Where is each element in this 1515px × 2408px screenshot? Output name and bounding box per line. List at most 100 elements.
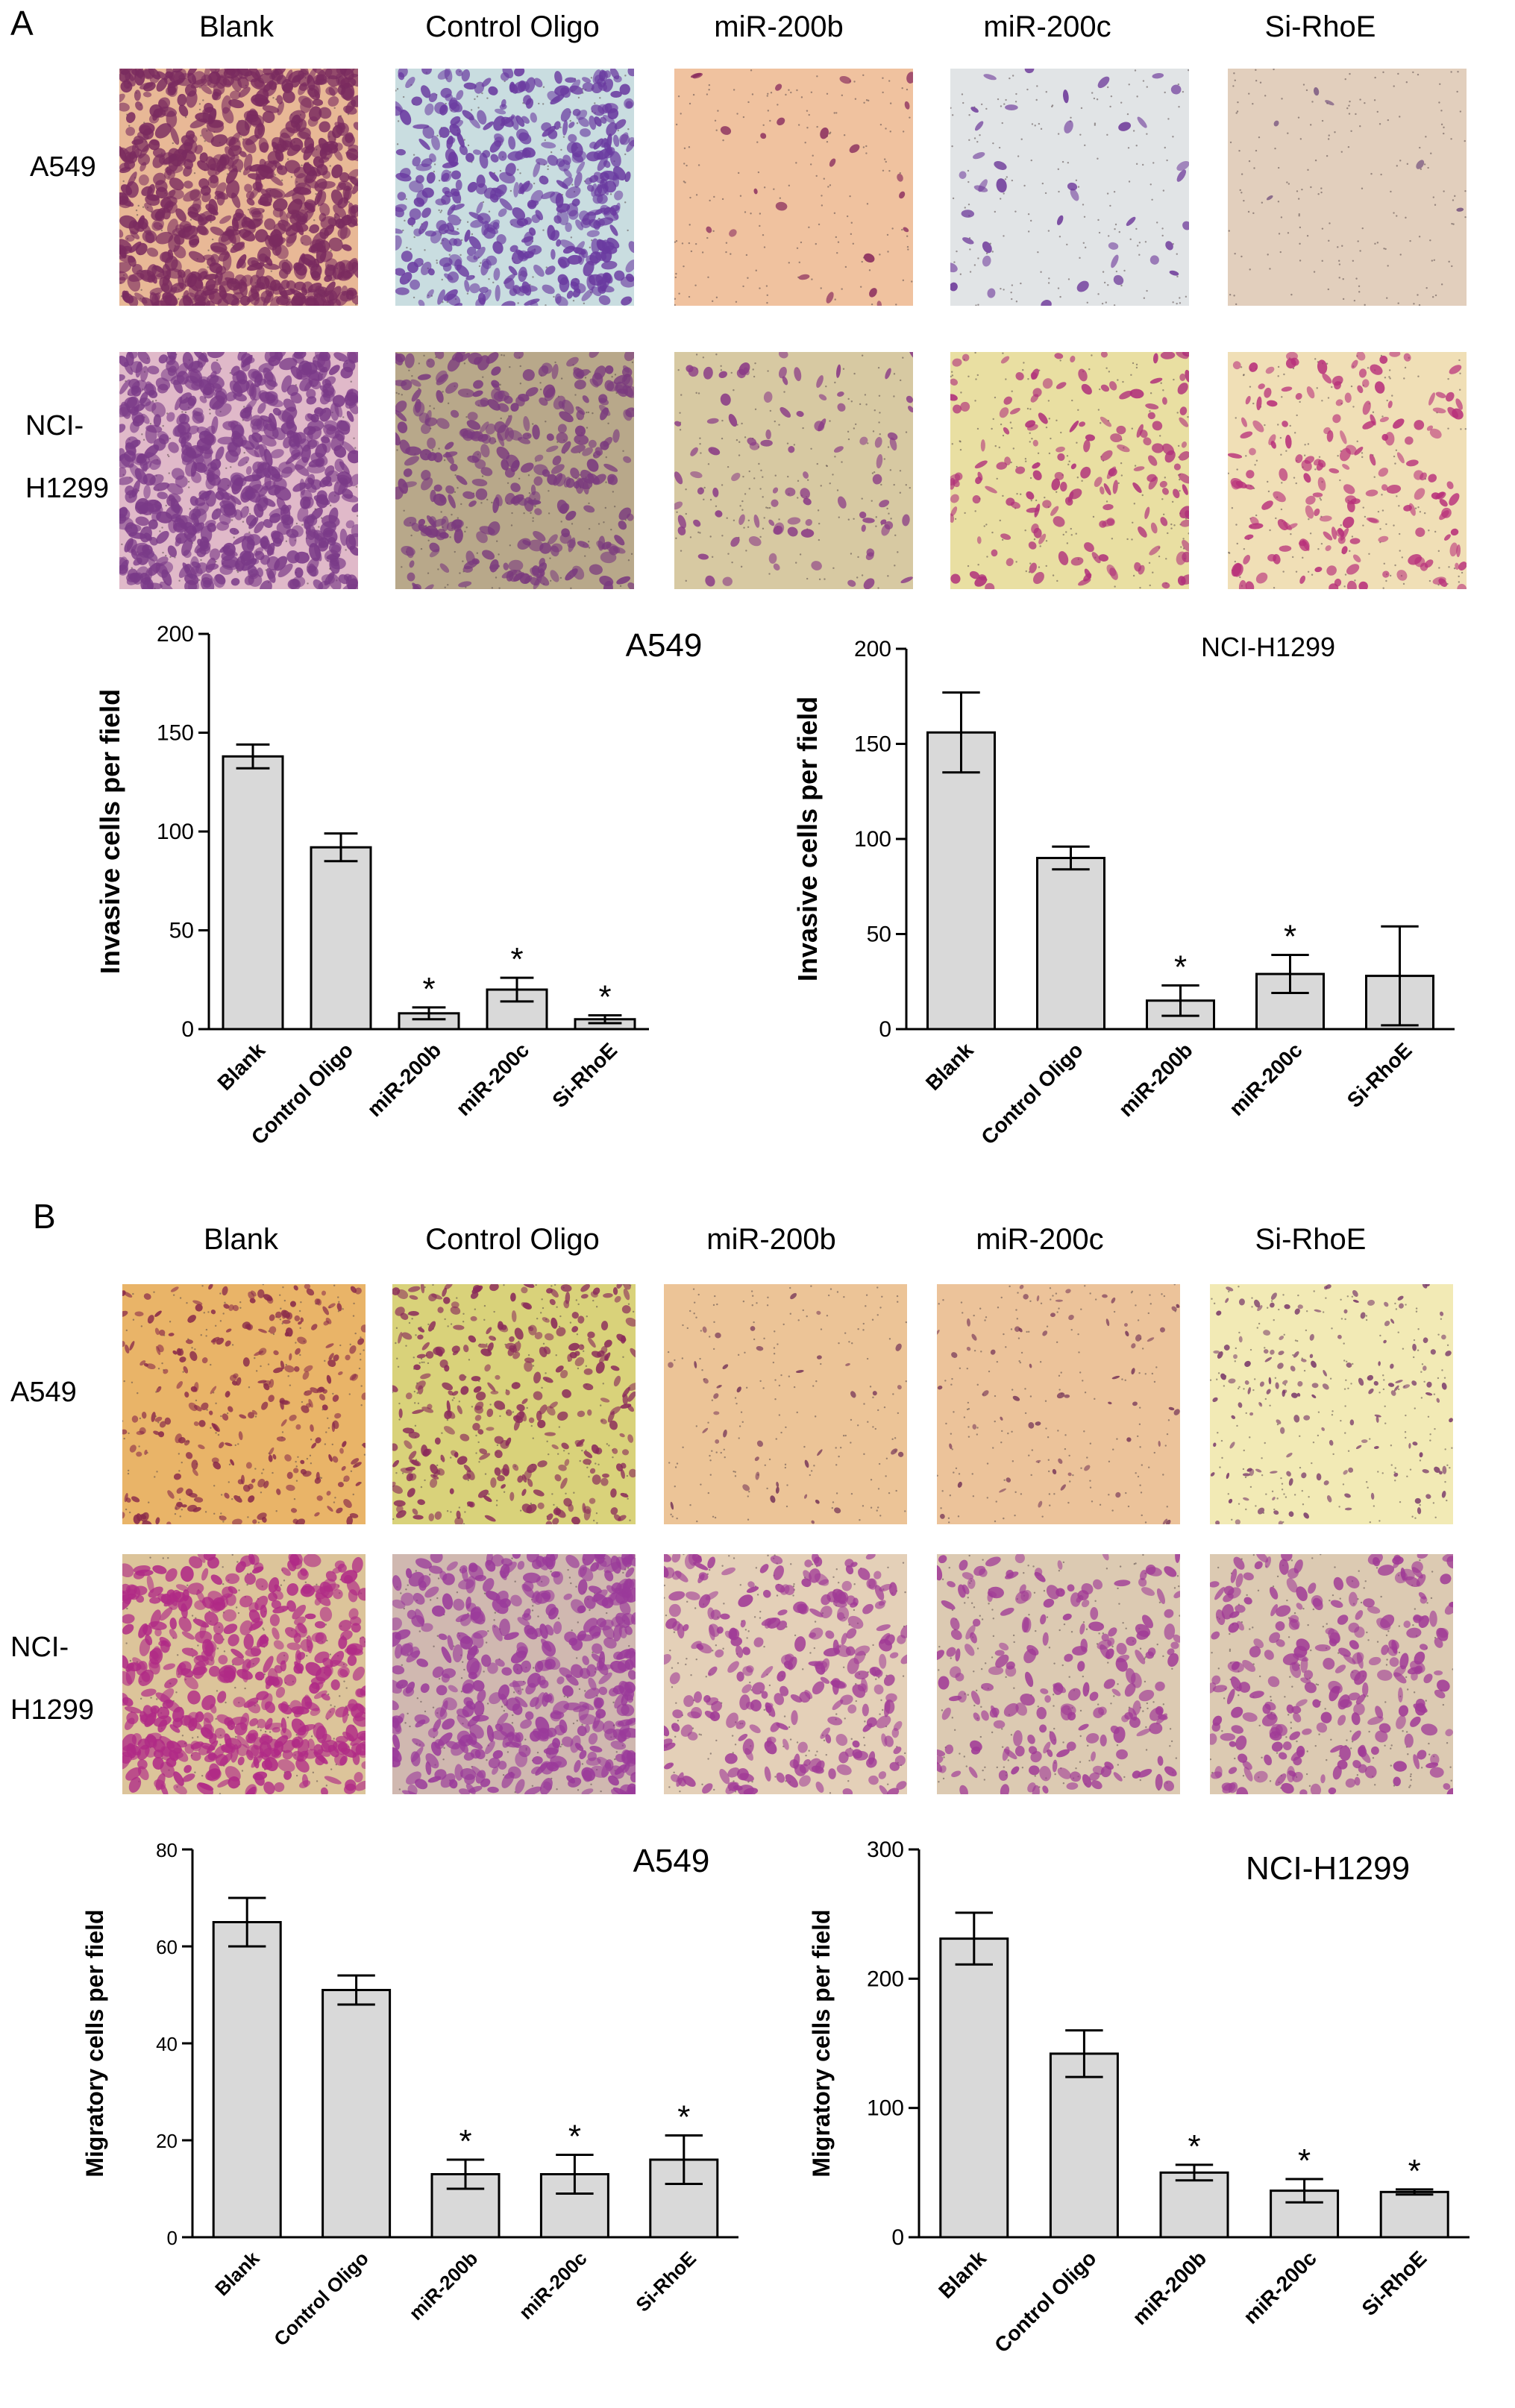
row-label-line: A549 <box>30 151 96 183</box>
x-category-label: Blank <box>921 1038 978 1095</box>
significance-marker: * <box>598 978 611 1015</box>
x-category-label: Blank <box>210 2247 264 2301</box>
bar <box>1049 2052 1119 2239</box>
panel-a-column-label-control-oligo: Control Oligo <box>425 10 600 43</box>
panel-b-letter: B <box>33 1197 56 1236</box>
micrograph-a-a549-control-oligo <box>395 69 634 306</box>
micrograph-b-a549-si-rhoe <box>1210 1284 1453 1524</box>
significance-marker: * <box>1284 919 1296 955</box>
significance-marker: * <box>510 941 523 978</box>
micrograph-a-h1299-mir-200b <box>674 352 913 589</box>
x-category-label: Si-RhoE <box>1343 1038 1417 1112</box>
y-tick-label: 0 <box>879 1017 891 1042</box>
y-tick-label: 80 <box>156 1839 178 1861</box>
significance-marker: * <box>422 971 435 1007</box>
micrograph-a-h1299-si-rhoe <box>1228 352 1467 589</box>
x-category-label: Blank <box>934 2246 991 2303</box>
x-category-label: miR-200b <box>404 2247 482 2324</box>
micrograph-a-a549-mir-200b <box>674 69 913 306</box>
row-label-line: NCI- <box>25 410 84 441</box>
chart-title: A549 <box>626 627 703 664</box>
y-tick-label: 50 <box>867 922 891 947</box>
bar <box>1159 2171 1229 2239</box>
significance-marker: * <box>1298 2143 1311 2179</box>
micrograph-b-a549-control-oligo <box>392 1284 636 1524</box>
bar <box>1036 857 1105 1031</box>
chart-b-h1299: 0 100 200 300 Migratory cells per field NCI-H… <box>746 1820 1492 2401</box>
micrograph-b-a549-mir-200b <box>664 1284 907 1524</box>
row-label-line: H1299 <box>25 473 109 504</box>
chart-b-a549: 0 20 40 60 80 Migratory cells per field A549 Bl… <box>0 1820 746 2401</box>
panel-b-column-label-blank: Blank <box>203 1223 279 1256</box>
y-tick-label: 200 <box>157 622 194 647</box>
panel-b-column-label-si-rhoe: Si-RhoE <box>1255 1223 1367 1256</box>
chart-title: NCI-H1299 <box>1246 1850 1410 1887</box>
bar <box>321 1989 392 2239</box>
x-category-label: miR-200b <box>1114 1038 1197 1121</box>
y-tick-label: 20 <box>156 2130 178 2152</box>
x-category-label: Si-RhoE <box>548 1038 621 1112</box>
bar <box>926 731 996 1031</box>
panel-a-letter: A <box>10 4 34 43</box>
y-tick-label: 100 <box>854 827 891 852</box>
micrograph-a-a549-mir-200c <box>950 69 1189 306</box>
y-tick-label: 150 <box>157 721 194 746</box>
x-category-label: miR-200b <box>1128 2246 1211 2329</box>
micrograph-b-h1299-mir-200c <box>937 1554 1180 1794</box>
micrograph-b-h1299-blank <box>122 1554 366 1794</box>
micrograph-b-a549-blank <box>122 1284 366 1524</box>
y-axis-label: Invasive cells per field <box>792 697 823 981</box>
micrograph-a-h1299-mir-200c <box>950 352 1189 589</box>
y-tick-label: 50 <box>169 919 194 943</box>
panel-a-column-label-mir-200b: miR-200b <box>714 10 844 43</box>
micrograph-a-a549-si-rhoe <box>1228 69 1467 306</box>
bar <box>939 1937 1009 2239</box>
x-category-label: miR-200c <box>1239 2246 1321 2328</box>
row-label-line: H1299 <box>10 1694 94 1726</box>
y-tick-label: 100 <box>157 820 194 844</box>
y-tick-label: 0 <box>181 1017 194 1042</box>
bar <box>212 1921 282 2239</box>
significance-marker: * <box>1174 949 1187 985</box>
significance-marker: * <box>1188 2128 1200 2165</box>
y-tick-label: 300 <box>867 1838 904 1862</box>
y-axis-label: Invasive cells per field <box>95 689 125 974</box>
bar <box>1379 2190 1449 2239</box>
chart-title: NCI-H1299 <box>1201 632 1335 662</box>
panel-a-row-label-a549: A549 <box>30 145 96 189</box>
micrograph-b-h1299-mir-200b <box>664 1554 907 1794</box>
micrograph-a-h1299-blank <box>119 352 358 589</box>
micrograph-b-h1299-si-rhoe <box>1210 1554 1453 1794</box>
significance-marker: * <box>459 2123 471 2160</box>
chart-a-a549: 0 50 100 150 200 Invasive cells per field A549… <box>0 604 716 1171</box>
row-label-line: A549 <box>10 1377 77 1408</box>
bar <box>430 2173 501 2239</box>
bar <box>222 755 284 1031</box>
x-category-label: Control Oligo <box>990 2246 1100 2357</box>
y-tick-label: 200 <box>867 1967 904 1991</box>
row-label-line: NCI- <box>10 1632 69 1663</box>
chart-title: A549 <box>633 1843 710 1879</box>
y-tick-label: 100 <box>867 2096 904 2121</box>
micrograph-b-a549-mir-200c <box>937 1284 1180 1524</box>
y-axis-label: Migratory cells per field <box>81 1909 108 2177</box>
x-category-label: miR-200c <box>1225 1038 1307 1120</box>
panel-a-column-label-si-rhoe: Si-RhoE <box>1264 10 1376 43</box>
significance-marker: * <box>677 2099 690 2136</box>
y-tick-label: 60 <box>156 1936 178 1958</box>
x-category-label: Si-RhoE <box>631 2247 700 2316</box>
y-axis-label: Migratory cells per field <box>808 1909 835 2177</box>
bar <box>310 846 372 1031</box>
panel-b-column-label-mir-200c: miR-200c <box>976 1223 1104 1256</box>
panel-a-row-label-nci-h1299: NCI- H1299 <box>25 404 109 510</box>
x-category-label: miR-200b <box>363 1038 445 1121</box>
significance-marker: * <box>1408 2153 1421 2189</box>
chart-a-h1299: 0 50 100 150 200 Invasive cells per field NCI-… <box>746 604 1492 1171</box>
x-category-label: miR-200c <box>451 1038 533 1120</box>
y-tick-label: 0 <box>167 2227 178 2249</box>
y-tick-label: 0 <box>891 2225 904 2250</box>
x-category-label: Control Oligo <box>976 1038 1087 1148</box>
significance-marker: * <box>568 2119 581 2155</box>
panel-b-column-label-control-oligo: Control Oligo <box>425 1223 600 1256</box>
x-category-label: Blank <box>213 1038 269 1095</box>
